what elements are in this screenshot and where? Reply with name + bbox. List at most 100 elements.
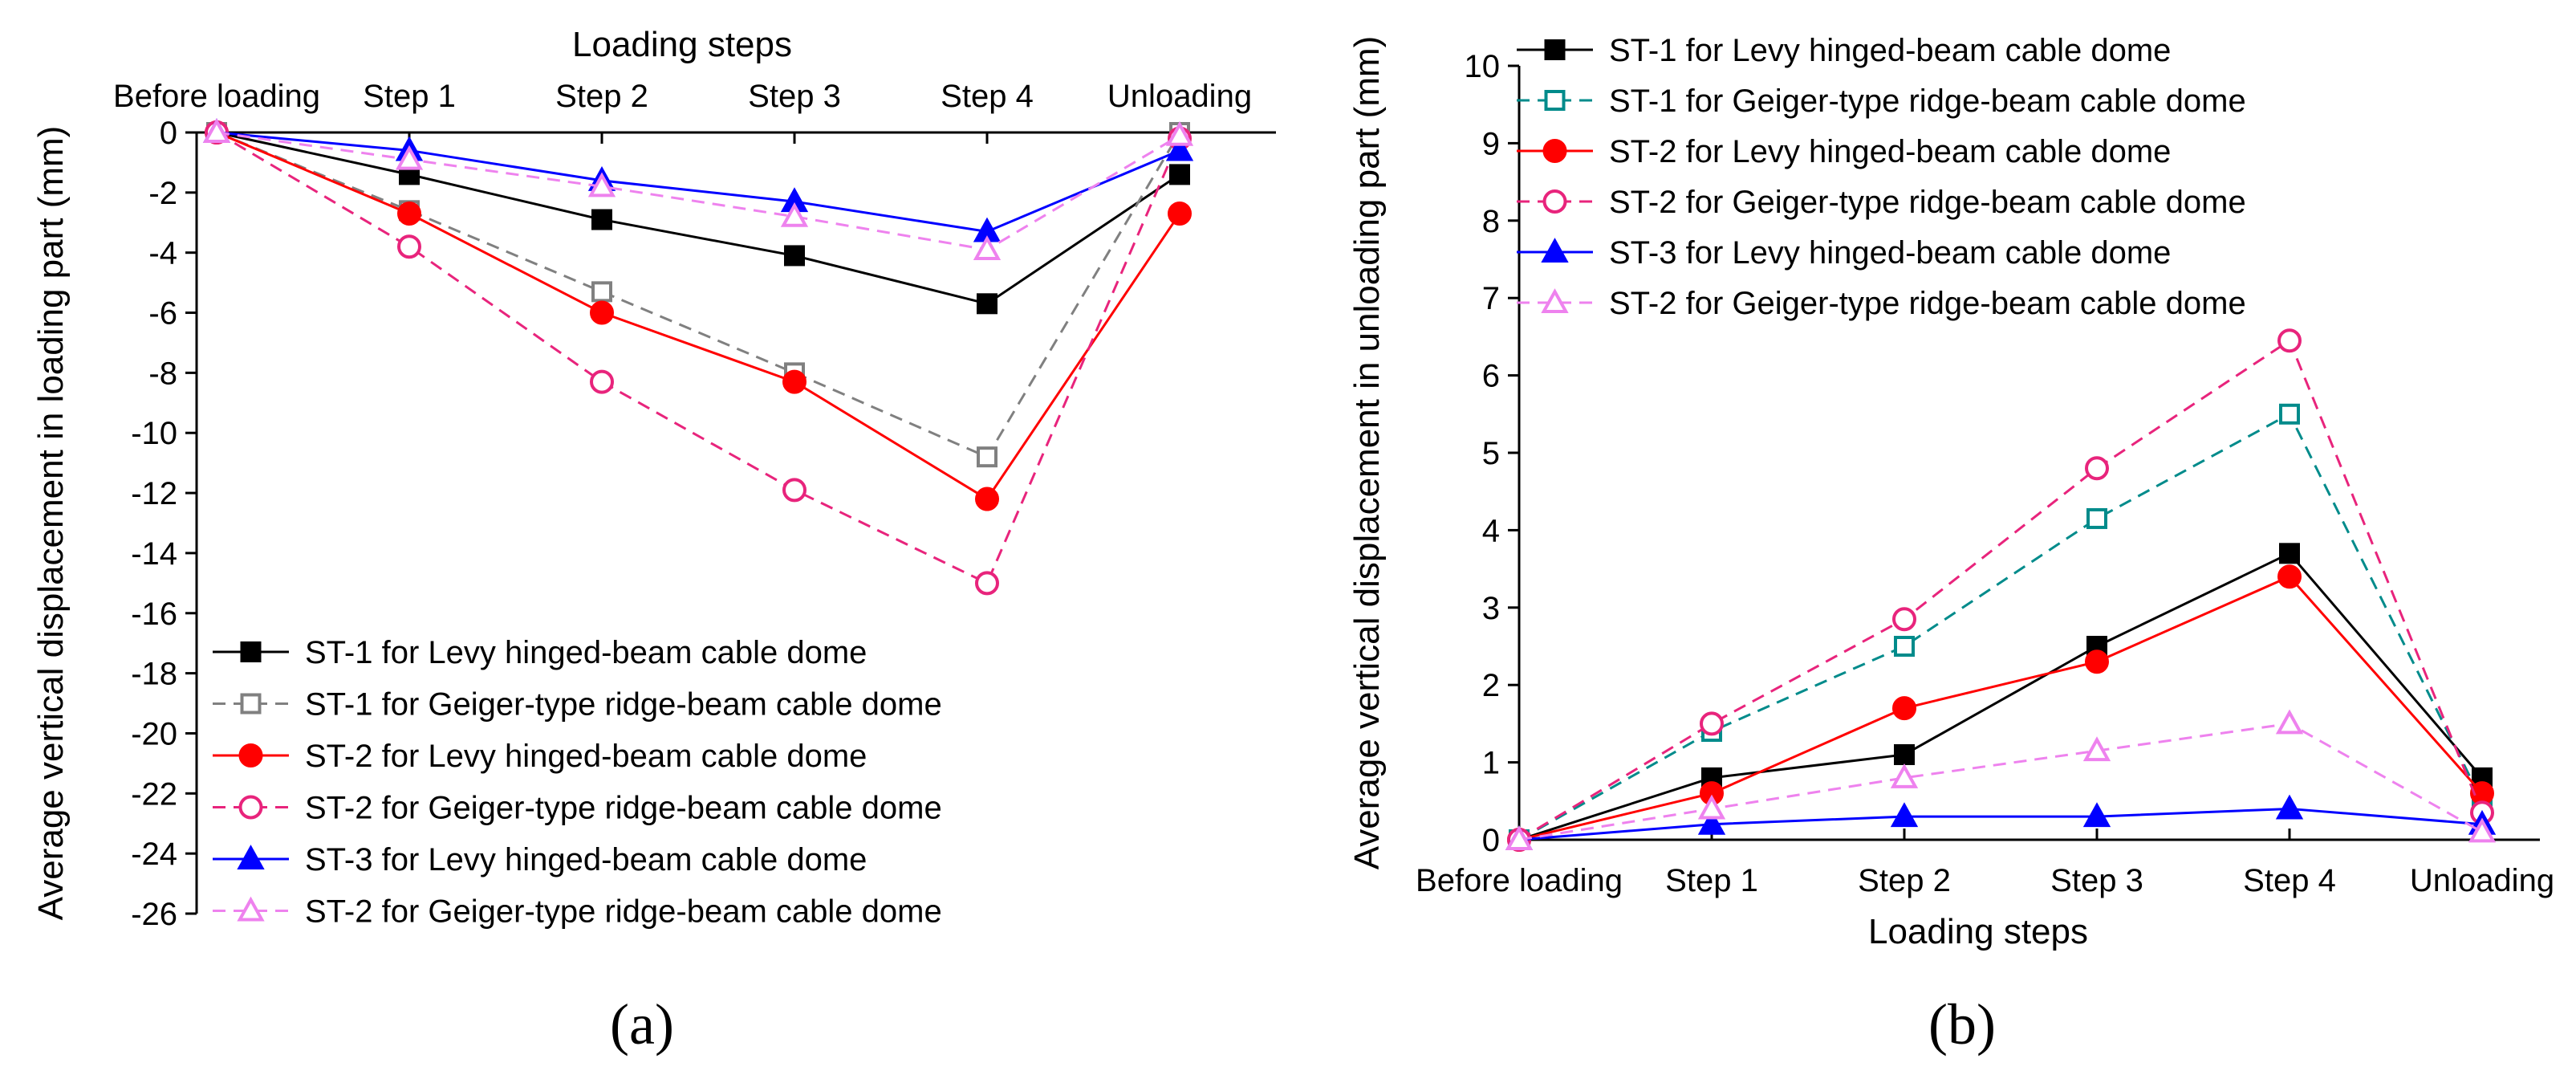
data-point [590,369,614,394]
series-line [1518,552,2484,841]
series-line [216,131,1180,305]
data-point [591,209,612,230]
legend-label: ST-1 for Levy hinged-beam cable dome [1609,33,2171,68]
y-tick-label: -10 [131,416,177,451]
legend-label: ST-1 for Geiger-type ridge-beam cable do… [1609,83,2246,119]
data-point [2279,403,2300,425]
data-point [975,487,999,511]
data-point [975,571,999,596]
data-point [973,235,1002,260]
x-tick-label: Step 4 [941,79,1034,114]
y-tick-label: -16 [131,597,177,632]
legend-marker [240,693,262,715]
series-line [216,131,1181,459]
x-tick-label: Step 2 [555,79,648,114]
series-line [1518,807,2483,841]
data-point [1168,202,1192,226]
y-tick-label: 10 [1465,49,1501,84]
x-tick-label: Before loading [113,79,320,114]
y-tick-label: 1 [1482,746,1500,781]
data-point [1697,794,1726,820]
legend-marker [1541,238,1569,263]
legend-marker [1541,288,1569,313]
legend-label: ST-2 for Geiger-type ridge-beam cable do… [305,894,942,930]
data-point [2085,456,2109,481]
x-axis-title: Loading steps [1868,912,2088,951]
legend-label: ST-1 for Geiger-type ridge-beam cable do… [305,687,942,723]
series-line [1518,412,2484,841]
data-point [1892,696,1916,721]
legend-label: ST-2 for Geiger-type ridge-beam cable do… [1609,185,2246,220]
legend-marker [240,641,262,662]
series-line [216,131,1181,501]
data-point [1697,809,1726,835]
data-point [1165,120,1194,146]
x-tick-label: Step 1 [363,79,456,114]
y-tick-label: -18 [131,657,177,692]
data-point [2085,649,2109,674]
x-tick-label: Before loading [1416,863,1623,898]
legend-marker [238,795,263,820]
y-axis-title: Average vertical displacement in unloadi… [1347,36,1387,870]
data-point [977,446,997,468]
legend-marker [1544,90,1566,111]
x-tick-label: Step 4 [2243,863,2336,898]
legend-label: ST-2 for Levy hinged-beam cable dome [1609,134,2171,169]
series-line [1518,722,2483,841]
legend: ST-1 for Levy hinged-beam cable dome ST-1… [213,635,942,930]
series-line [216,131,1180,251]
data-point [1169,164,1190,185]
legend: ST-1 for Levy hinged-beam cable dome ST-1… [1517,33,2246,321]
y-tick-label: -2 [148,176,177,211]
series-line [216,131,1181,585]
legend-marker [237,845,265,869]
x-tick-label: Unloading [2410,863,2554,898]
legend-marker [1542,189,1567,214]
data-point [395,145,424,170]
y-tick-label: 7 [1482,281,1500,316]
y-tick-label: -14 [131,536,177,572]
y-tick-label: -20 [131,716,177,751]
data-point [977,293,997,315]
data-point [780,202,809,227]
x-axis-title: Loading steps [572,25,792,64]
legend-label: ST-2 for Geiger-type ridge-beam cable do… [1609,286,2246,321]
y-tick-label: 5 [1482,436,1500,471]
data-point [1894,743,1915,765]
data-point [2082,736,2111,762]
data-point [782,478,807,503]
data-point [397,202,421,226]
series-line [1518,575,2484,841]
legend-label: ST-2 for Geiger-type ridge-beam cable do… [305,791,942,826]
y-tick-label: -24 [131,837,177,872]
panel-b-label: (b) [1928,992,1996,1057]
data-point [2277,564,2302,589]
data-point [397,234,421,259]
y-tick-label: 2 [1482,668,1500,703]
y-tick-label: -12 [131,476,177,511]
y-tick-label: 6 [1482,359,1500,394]
legend-label: ST-3 for Levy hinged-beam cable dome [1609,235,2171,271]
data-point [1700,711,1724,736]
x-tick-label: Step 2 [1858,863,1951,898]
data-point [782,369,807,394]
data-point [1894,636,1915,657]
legend-label: ST-2 for Levy hinged-beam cable dome [305,739,867,774]
data-point [202,118,231,143]
x-tick-label: Step 1 [1665,863,1758,898]
data-point [1890,802,1919,828]
legend-marker [237,896,265,922]
data-point [2279,543,2300,564]
y-tick-label: 4 [1482,513,1500,548]
data-point [1505,825,1534,850]
data-point [2275,709,2304,735]
y-tick-label: 3 [1482,591,1500,626]
panel-a-label: (a) [610,992,674,1057]
data-point [2277,328,2302,353]
x-tick-label: Step 3 [2050,863,2143,898]
data-point [784,245,805,267]
data-point [2082,802,2111,828]
data-point [2468,817,2497,843]
series-line [1518,338,2484,841]
